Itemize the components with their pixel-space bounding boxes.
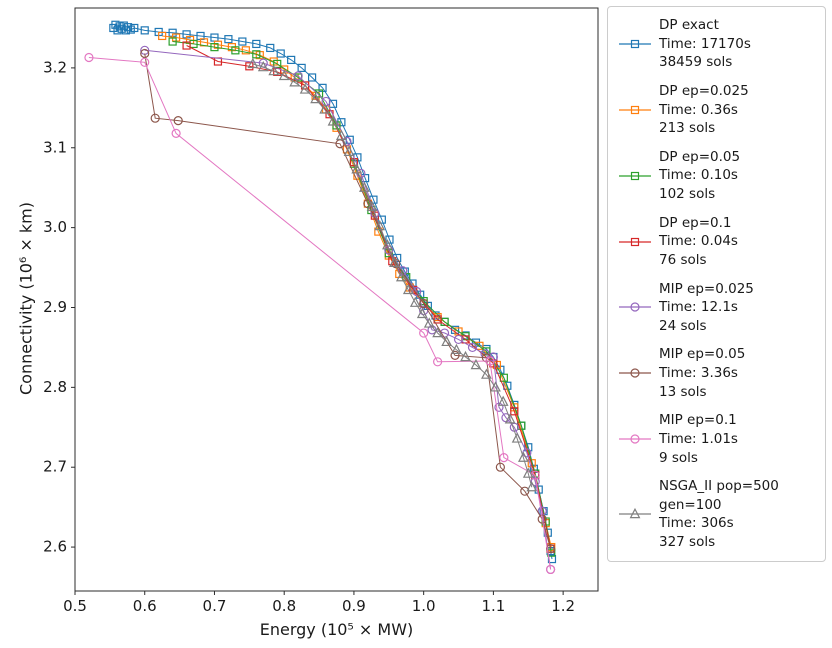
legend-label-mip-ep-005: MIP ep=0.05 Time: 3.36s 13 sols — [659, 345, 745, 401]
legend-label-line: 38459 sols — [659, 54, 733, 71]
legend-item-mip-ep-01: MIP ep=0.1 Time: 1.01s 9 sols — [618, 411, 815, 467]
legend-label-line: gen=100 — [659, 496, 722, 513]
x-tick-label: 0.7 — [203, 597, 227, 615]
legend-label-dp-ep-0025: DP ep=0.025 Time: 0.36s 213 sols — [659, 82, 749, 138]
legend-label-line: Time: 0.04s — [659, 233, 738, 250]
circle-marker-icon — [619, 302, 651, 313]
pareto-front-chart: 0.5 0.6 0.7 0.8 0.9 1.0 1.1 1.2 2.6 2.7 2.8 2.9 3.0 3… — [43, 7, 599, 615]
y-tick-label: 2.7 — [43, 458, 67, 476]
legend-label-line: DP exact — [659, 17, 719, 33]
x-tick-label: 0.6 — [133, 597, 157, 615]
legend-label-line: 102 sols — [659, 186, 716, 202]
legend-label-line: 24 sols — [659, 317, 707, 334]
legend-label-line: 13 sols — [659, 383, 707, 400]
x-tick-label: 1.2 — [551, 597, 575, 615]
y-tick-label: 3.2 — [43, 58, 67, 76]
legend-label-line: Time: 3.36s — [659, 365, 738, 381]
legend-label-line: NSGA_II pop=500 — [659, 478, 779, 495]
legend-label-mip-ep-0025: MIP ep=0.025 Time: 12.1s 24 sols — [659, 280, 754, 336]
legend-label-line: 213 sols — [659, 120, 716, 137]
legend-label-line: MIP ep=0.025 — [659, 280, 754, 297]
x-tick-label: 0.8 — [272, 597, 296, 615]
legend-label-line: DP ep=0.05 — [659, 148, 741, 165]
legend-label-line: DP ep=0.1 — [659, 214, 732, 231]
y-tick-label: 2.8 — [43, 378, 67, 396]
legend-label-nsga-ii: NSGA_II pop=500 gen=100 Time: 306s 327 sols — [659, 477, 779, 552]
legend-label-line: Time: 17170s — [659, 35, 751, 52]
legend-label-line: 76 sols — [659, 251, 707, 268]
plot-border — [74, 7, 599, 592]
circle-marker-icon — [619, 368, 651, 378]
series-markers-mip-ep-01 — [84, 52, 556, 575]
x-tick-label: 0.5 — [63, 597, 87, 615]
y-tick-label: 3.1 — [43, 138, 67, 156]
x-tick-label: 1.1 — [481, 597, 505, 615]
series-markers-nsga-ii — [247, 57, 538, 492]
legend-item-dp-ep-005: DP ep=0.05 Time: 0.10s 102 sols — [618, 148, 815, 204]
x-tick-label: 1.0 — [412, 597, 436, 615]
legend-label-dp-exact: DP exact Time: 17170s 38459 sols — [659, 16, 751, 72]
y-tick-label: 2.9 — [43, 298, 67, 316]
legend: DP exact Time: 17170s 38459 sols DP ep=0.02… — [607, 6, 826, 562]
legend-label-line: 9 sols — [659, 449, 698, 466]
legend-label-dp-ep-01: DP ep=0.1 Time: 0.04s 76 sols — [659, 214, 738, 270]
y-tick-label: 2.6 — [43, 538, 67, 556]
legend-item-mip-ep-0025: MIP ep=0.025 Time: 12.1s 24 sols — [618, 280, 815, 336]
series-line-nsga-ii — [252, 63, 533, 488]
series-line-mip-ep-005 — [144, 53, 552, 549]
legend-item-mip-ep-005: MIP ep=0.05 Time: 3.36s 13 sols — [618, 345, 815, 401]
x-tick-label: 0.9 — [342, 597, 366, 615]
legend-item-dp-ep-0025: DP ep=0.025 Time: 0.36s 213 sols — [618, 82, 815, 138]
legend-label-line: Time: 1.01s — [659, 430, 738, 447]
square-marker-icon — [619, 237, 651, 246]
legend-item-dp-exact: DP exact Time: 17170s 38459 sols — [618, 16, 815, 72]
legend-label-dp-ep-005: DP ep=0.05 Time: 0.10s 102 sols — [659, 148, 740, 204]
legend-label-line: Time: 12.1s — [659, 299, 738, 316]
legend-label-line: Time: 0.36s — [659, 101, 738, 118]
square-marker-icon — [619, 171, 651, 180]
legend-label-line: Time: 0.10s — [659, 167, 738, 184]
legend-item-nsga-ii: NSGA_II pop=500 gen=100 Time: 306s 327 sols — [618, 477, 815, 552]
legend-label-mip-ep-01: MIP ep=0.1 Time: 1.01s 9 sols — [659, 411, 738, 467]
triangle-marker-icon — [619, 508, 651, 519]
legend-label-line: MIP ep=0.1 — [659, 412, 737, 429]
y-tick-label: 3.0 — [43, 218, 67, 236]
legend-item-dp-ep-01: DP ep=0.1 Time: 0.04s 76 sols — [618, 214, 815, 270]
square-marker-icon — [619, 39, 651, 49]
y-axis-label: Connectivity (10⁶ × km) — [16, 201, 36, 396]
square-marker-icon — [619, 105, 651, 114]
legend-label-line: MIP ep=0.05 — [659, 346, 746, 363]
legend-label-line: Time: 306s — [659, 515, 734, 532]
series-line-dp-ep-005 — [172, 41, 552, 553]
legend-label-line: DP ep=0.025 — [659, 82, 749, 99]
x-axis-label: Energy (10⁵ × MW) — [259, 620, 414, 639]
legend-label-line: 327 sols — [659, 534, 716, 550]
plot-area: 0.5 0.6 0.7 0.8 0.9 1.0 1.1 1.2 2.6 2.7 2.8 2.9 3.0 3… — [16, 7, 599, 639]
series-line-mip-ep-01 — [88, 57, 552, 570]
circle-marker-icon — [619, 434, 651, 444]
